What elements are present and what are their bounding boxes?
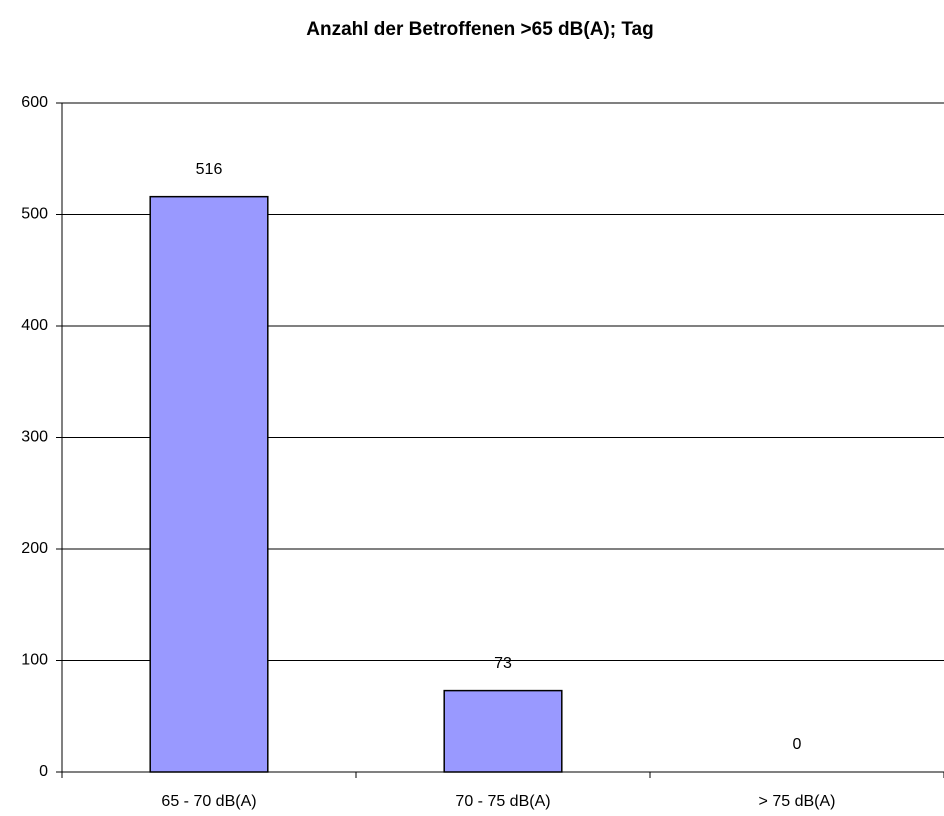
y-tick-label: 0 (39, 763, 48, 780)
bar (149, 195, 269, 773)
bar (443, 689, 563, 773)
x-tick-label: 70 - 75 dB(A) (455, 793, 550, 810)
x-tick-label: 65 - 70 dB(A) (161, 793, 256, 810)
chart-title: Anzahl der Betroffenen >65 dB(A); Tag (306, 19, 653, 40)
data-label: 73 (494, 655, 512, 672)
y-tick-label: 600 (21, 94, 48, 111)
data-label: 516 (196, 161, 223, 178)
y-tick-label: 300 (21, 429, 48, 446)
y-tick-label: 200 (21, 540, 48, 557)
y-tick-label: 500 (21, 206, 48, 223)
y-tick-label: 100 (21, 652, 48, 669)
data-label: 0 (793, 736, 802, 753)
x-tick-label: > 75 dB(A) (759, 793, 836, 810)
y-tick-label: 400 (21, 317, 48, 334)
